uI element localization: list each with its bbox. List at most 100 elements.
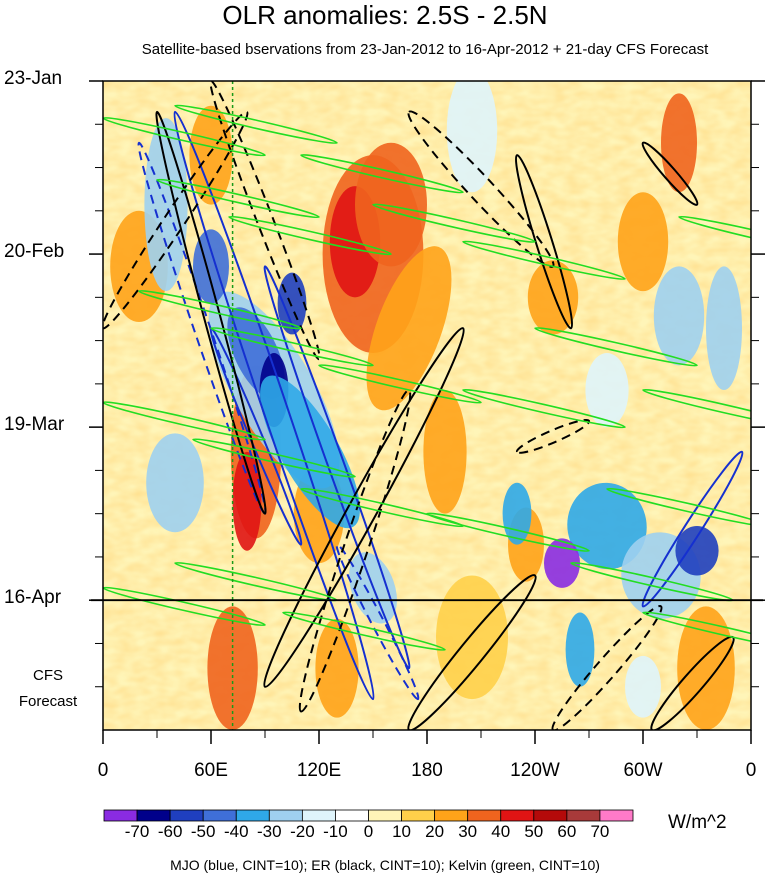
x-tick-label-0: 0 — [97, 760, 109, 781]
anomaly-blob-22 — [146, 433, 204, 533]
colorbar-label-3: -40 — [223, 822, 249, 841]
colorbar-label-14: 70 — [590, 822, 610, 841]
anomaly-blob-9 — [189, 105, 233, 205]
colorbar-label-1: -60 — [157, 822, 183, 841]
er-contour-13 — [514, 154, 574, 330]
kelvin-contour-16 — [642, 388, 751, 429]
anomaly-blob-34 — [446, 81, 498, 193]
colorbar-swatch-1 — [136, 809, 171, 822]
kelvin-contour-6 — [462, 240, 626, 280]
colorbar-swatch-3 — [202, 809, 237, 822]
anomaly-blob-7 — [315, 618, 359, 718]
y-tick-label-3: 16-Apr — [4, 587, 62, 608]
kelvin-contour-2 — [156, 178, 320, 219]
anomaly-blob-15 — [436, 575, 508, 700]
kelvin-contour-7 — [138, 289, 302, 330]
y-tick-label-2: 19-Mar — [4, 414, 65, 435]
x-tick-label-2: 120E — [296, 760, 342, 781]
colorbar-label-2: -50 — [190, 822, 216, 841]
colorbar-label-7: 0 — [363, 822, 374, 841]
anomaly-blob-14 — [677, 606, 735, 730]
forecast-label-line-1: CFS — [33, 667, 63, 684]
chart-title: OLR anomalies: 2.5S - 2.5N — [222, 0, 548, 30]
er-contour-17 — [515, 418, 591, 454]
colorbar-swatch-7 — [335, 809, 369, 822]
colorbar-swatch-2 — [169, 809, 204, 822]
colorbar-swatch-11 — [467, 809, 502, 822]
colorbar-label-4: -30 — [257, 822, 282, 841]
mjo-contour-1 — [263, 265, 411, 670]
colorbar-swatch-15 — [599, 809, 634, 822]
kelvin-contour-3 — [300, 153, 464, 194]
anomaly-blob-36 — [565, 612, 595, 687]
colorbar — [103, 809, 634, 822]
y-tick-label-1: 20-Feb — [4, 241, 65, 262]
chart-subtitle: Satellite-based bservations from 23-Jan-… — [141, 41, 709, 58]
forecast-label-line-2: Forecast — [18, 693, 78, 710]
kelvin-contour-19 — [678, 215, 751, 256]
x-tick-label-6: 0 — [745, 760, 757, 781]
x-tick-label-5: 60W — [623, 760, 663, 781]
anomaly-blob-29 — [544, 538, 580, 588]
anomaly-blob-13 — [527, 260, 579, 335]
plot-area — [103, 81, 751, 730]
kelvin-contour-18 — [282, 611, 446, 651]
colorbar-label-0: -70 — [124, 822, 150, 841]
kelvin-contour-14 — [426, 512, 590, 552]
kelvin-contour-20 — [606, 487, 751, 528]
colorbar-units: W/m^2 — [668, 812, 727, 833]
colorbar-label-5: -20 — [290, 822, 315, 841]
er-contour-8 — [407, 574, 537, 730]
x-tick-label-4: 120W — [510, 760, 560, 781]
colorbar-swatch-10 — [434, 809, 469, 822]
colorbar-swatch-5 — [268, 809, 303, 822]
anomaly-blob-11 — [617, 192, 669, 292]
kelvin-contour-8 — [210, 327, 374, 367]
y-tick-label-0: 23-Jan — [4, 68, 63, 89]
mjo-contour-2 — [335, 543, 420, 701]
kelvin-contour-22 — [534, 327, 698, 367]
overlay-note: MJO (blue, CINT=10); ER (black, CINT=10)… — [170, 857, 600, 873]
anomaly-blob-37 — [625, 655, 661, 718]
x-tick-label-3: 180 — [411, 760, 443, 781]
colorbar-swatch-0 — [103, 809, 138, 822]
er-contour-15 — [641, 141, 699, 206]
colorbar-label-12: 50 — [524, 822, 544, 841]
kelvin-contour-23 — [642, 611, 751, 651]
anomaly-blob-5 — [232, 451, 262, 551]
anomaly-blob-2 — [366, 246, 452, 411]
colorbar-label-10: 30 — [458, 822, 478, 841]
colorbar-swatch-8 — [368, 809, 402, 822]
kelvin-contour-9 — [318, 364, 482, 404]
er-contour-11 — [103, 110, 249, 330]
er-contour-7 — [298, 389, 412, 713]
anomaly-blob-3 — [355, 142, 427, 267]
colorbar-label-9: 20 — [425, 822, 445, 841]
kelvin-contour-12 — [192, 438, 356, 478]
anomaly-blob-33 — [585, 352, 629, 428]
anomaly-blob-28 — [675, 526, 719, 576]
anomaly-blob-35 — [706, 266, 742, 391]
anomaly-blob-32 — [653, 266, 705, 366]
colorbar-swatch-13 — [533, 809, 568, 822]
colorbar-label-11: 40 — [491, 822, 511, 841]
anomaly-blob-21 — [260, 375, 360, 529]
anomaly-blob-6 — [207, 606, 258, 730]
mjo-contour-0 — [173, 110, 375, 701]
kelvin-contour-5 — [372, 203, 536, 243]
colorbar-swatch-12 — [500, 809, 535, 822]
colorbar-swatch-14 — [566, 809, 601, 822]
colorbar-label-13: 60 — [557, 822, 577, 841]
colorbar-swatch-4 — [235, 809, 270, 822]
colorbar-label-6: -10 — [323, 822, 348, 841]
kelvin-contour-4 — [228, 215, 392, 256]
colorbar-swatch-6 — [301, 809, 336, 822]
er-contour-9 — [551, 605, 663, 730]
er-contour-6 — [263, 327, 465, 688]
anomaly-blob-26 — [567, 482, 647, 570]
anomaly-blob-10 — [661, 93, 697, 193]
axes — [89, 80, 765, 744]
colorbar-swatch-9 — [401, 809, 436, 822]
x-tick-label-1: 60E — [194, 760, 228, 781]
kelvin-contour-1 — [174, 104, 338, 145]
